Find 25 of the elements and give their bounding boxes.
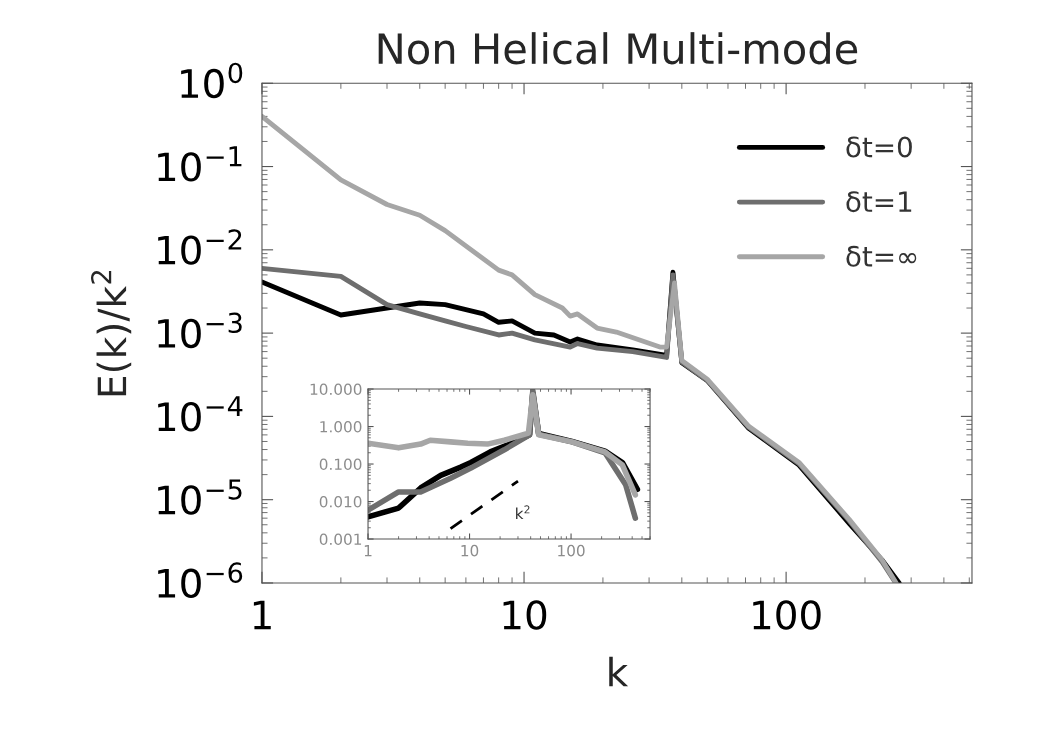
x-tick-label: 10 bbox=[503, 600, 547, 630]
y-tick-label: 10$^{0}$ bbox=[181, 62, 243, 99]
legend-label: δt=∞ bbox=[846, 245, 917, 267]
y-tick-label: 10$^{−4}$ bbox=[158, 396, 243, 432]
x-tick-label: 10 bbox=[461, 544, 479, 557]
y-tick-label: 10$^{−2}$ bbox=[158, 229, 242, 265]
y-tick-label: 10$^{−1}$ bbox=[158, 146, 242, 182]
y-tick-label: 10$^{−5}$ bbox=[158, 479, 242, 515]
annotation: k$^{2}$ bbox=[516, 505, 530, 520]
y-tick-label: 1.000 bbox=[320, 420, 362, 433]
y-tick-label: 10$^{−6}$ bbox=[158, 562, 243, 598]
legend-label: δt=0 bbox=[846, 136, 912, 158]
x-tick-label: 100 bbox=[753, 600, 821, 630]
y-tick-label: 0.001 bbox=[319, 533, 362, 546]
x-tick-label: 1 bbox=[253, 600, 271, 630]
x-tick-label: 100 bbox=[558, 544, 585, 557]
y-tick-label: 10.000 bbox=[310, 383, 362, 396]
y-tick-label: 0.100 bbox=[319, 458, 362, 471]
y-axis-title: E(k)/k$^{2}$ bbox=[91, 271, 132, 396]
y-tick-label: 10$^{−3}$ bbox=[158, 312, 242, 349]
x-axis-title: k bbox=[609, 656, 629, 687]
y-tick-label: 0.010 bbox=[319, 495, 362, 508]
chart-title: Non Helical Multi-mode bbox=[378, 32, 858, 65]
legend-label: δt=1 bbox=[846, 191, 912, 213]
x-tick-label: 1 bbox=[364, 545, 372, 557]
